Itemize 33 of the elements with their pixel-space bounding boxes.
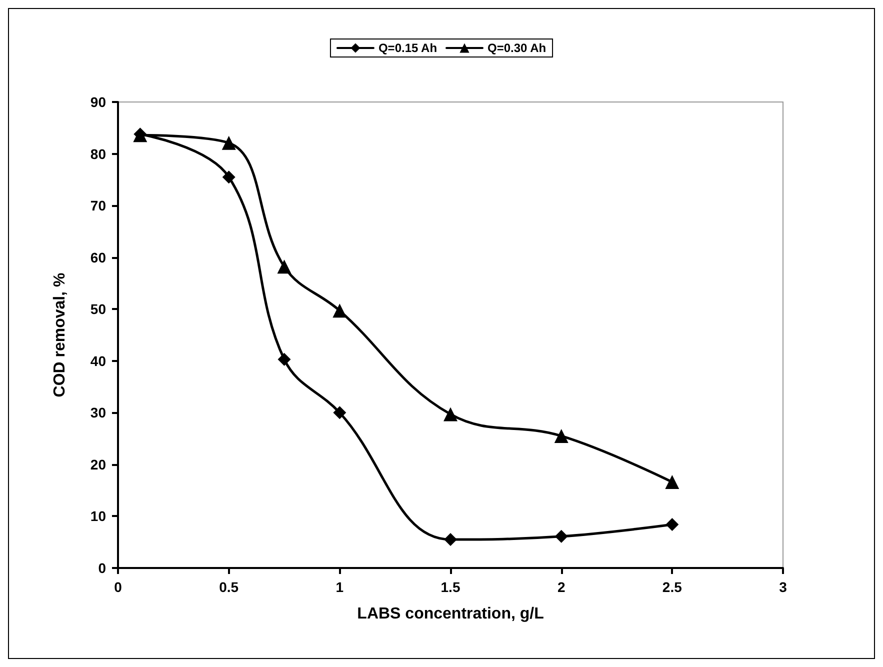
y-tick-label: 80 [90, 146, 106, 162]
y-tick-label: 0 [98, 560, 106, 576]
y-tick-label: 40 [90, 352, 106, 369]
point [278, 352, 291, 366]
x-tick-label: 3 [779, 579, 788, 595]
y-tick-label: 20 [90, 456, 106, 472]
y-axis-title: COD removal, % [52, 272, 68, 398]
y-tick-label: 10 [90, 508, 106, 524]
x-tick-label: 0.5 [219, 579, 239, 595]
point [222, 170, 236, 184]
x-tick-label: 2.5 [662, 579, 682, 595]
y-tick-label: 70 [90, 198, 106, 214]
point [222, 136, 236, 150]
x-tick-label: 1.5 [440, 579, 460, 595]
x-tick-label: 0 [114, 579, 122, 595]
x-tick-label: 2 [557, 579, 566, 595]
y-tick-label: 50 [90, 301, 106, 318]
y-tick-label: 90 [90, 94, 106, 110]
point [666, 518, 679, 532]
x-axis-title: LABS concentration, g/L [357, 606, 544, 622]
point [665, 475, 680, 490]
point [554, 530, 568, 543]
legend-label: Q=0.30 Ah [488, 41, 546, 55]
point [554, 428, 568, 443]
point [277, 260, 292, 274]
point [332, 304, 347, 318]
legend-label: Q=0.15 Ah [378, 41, 438, 55]
point [444, 407, 458, 422]
point [444, 533, 457, 546]
point [333, 406, 346, 420]
y-tick-label: 30 [90, 404, 106, 421]
y-tick-label: 60 [90, 249, 106, 266]
x-tick-label: 1 [336, 579, 344, 595]
